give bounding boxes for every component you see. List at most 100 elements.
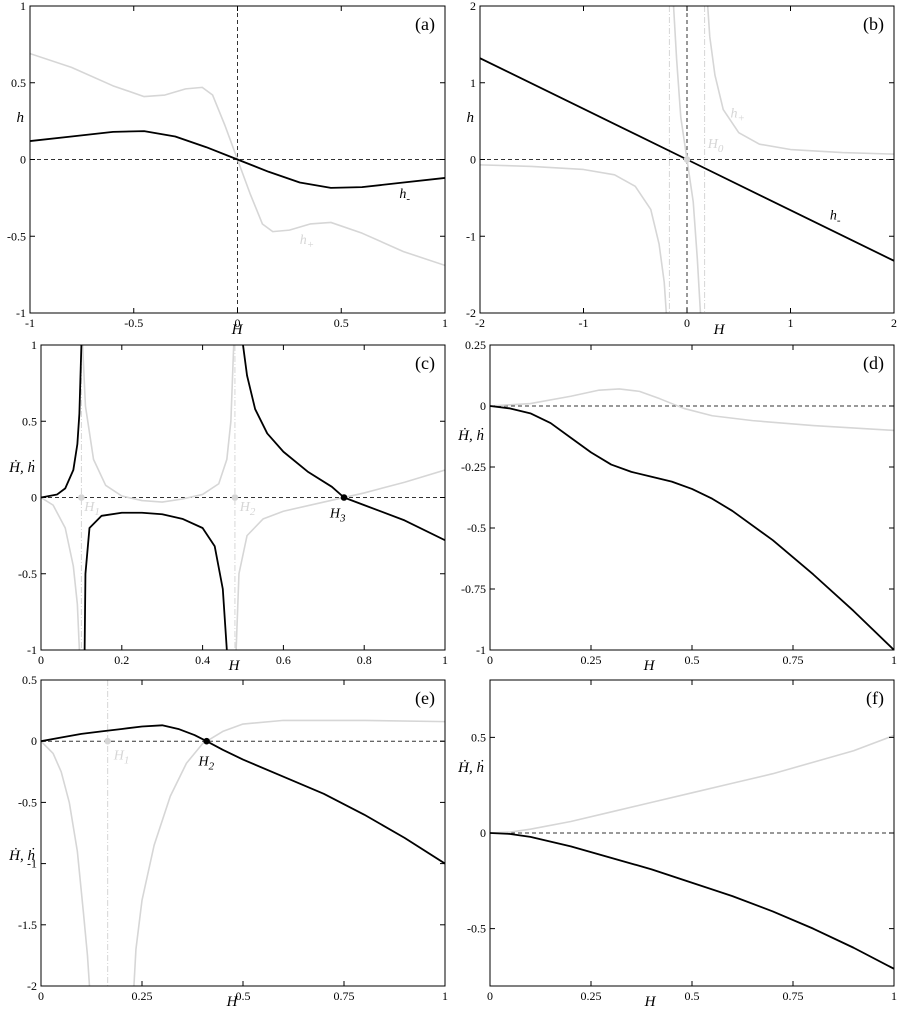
x-tick-label: 0 xyxy=(684,316,690,330)
x-tick-label: 0.6 xyxy=(276,653,291,667)
curve-label: h+ xyxy=(730,106,744,124)
y-tick-label: -1 xyxy=(27,857,37,871)
annotation-label: H2 xyxy=(198,755,215,773)
series-line xyxy=(706,6,894,155)
annotation-label: H1 xyxy=(113,749,130,767)
y-tick-label: 0 xyxy=(20,153,26,167)
y-axis-title: Ḣ, ḣ xyxy=(457,428,484,444)
y-tick-label: 0 xyxy=(470,153,476,167)
y-tick-label: -2 xyxy=(27,979,37,993)
annotation-label: H1 xyxy=(83,500,100,518)
y-tick-label: 1 xyxy=(20,0,26,13)
y-tick-label: -1 xyxy=(16,306,26,320)
annotation-label: H0 xyxy=(707,137,724,155)
y-tick-label: 1 xyxy=(470,76,476,90)
y-tick-label: -0.25 xyxy=(461,460,486,474)
panel-label: (d) xyxy=(863,353,884,374)
x-tick-label: 0.25 xyxy=(581,989,602,1003)
y-tick-label: 0 xyxy=(480,399,486,413)
x-tick-label: 1 xyxy=(891,989,897,1003)
series-line xyxy=(41,496,81,650)
x-tick-label: 0.75 xyxy=(334,989,355,1003)
panel-a: -1 -0.5 0 0.5 1 -1 -0.5 0 0.5 1 Hh (a) h-h+ xyxy=(7,0,448,338)
series-line xyxy=(490,405,894,650)
x-tick-label: 0 xyxy=(38,653,44,667)
panel-f: 0 0.25 0.5 0.75 1 -0.5 0 0.5 H Ḣ, ḣ (f) xyxy=(457,679,897,1010)
panel-label: (b) xyxy=(863,14,884,35)
series-line xyxy=(81,345,235,503)
x-tick-label: 1 xyxy=(442,653,448,667)
x-tick-label: 0.5 xyxy=(236,989,251,1003)
series-line xyxy=(235,469,445,650)
y-axis-title: Ḣ, ḣ xyxy=(8,460,35,476)
x-axis-title: H xyxy=(643,658,656,674)
x-axis-title: H xyxy=(644,994,657,1010)
y-tick-label: 0 xyxy=(31,734,37,748)
panel-label: (f) xyxy=(866,688,884,709)
x-tick-label: 1 xyxy=(788,316,794,330)
fixed-point-marker xyxy=(340,494,348,501)
y-axis-title: Ḣ, ḣ xyxy=(457,760,484,776)
x-tick-label: 0.2 xyxy=(114,653,129,667)
y-tick-label: -1.5 xyxy=(18,918,37,932)
series-line xyxy=(83,511,228,650)
curve-label: h+ xyxy=(300,233,314,251)
x-tick-label: 0 xyxy=(38,989,44,1003)
x-tick-label: 0.4 xyxy=(195,653,210,667)
panel-label: (e) xyxy=(415,688,435,709)
annotation-label: H3 xyxy=(329,506,346,524)
y-tick-label: -0.75 xyxy=(461,582,486,596)
panel-label: (a) xyxy=(415,14,435,35)
fixed-point-marker xyxy=(203,737,210,745)
y-tick-label: 1 xyxy=(31,338,37,352)
y-tick-label: 0.25 xyxy=(465,338,486,352)
y-tick-label: -0.5 xyxy=(467,922,486,936)
series-line xyxy=(490,388,894,432)
x-tick-label: -1 xyxy=(579,316,589,330)
x-tick-label: -1 xyxy=(25,316,35,330)
y-tick-label: 0 xyxy=(31,491,37,505)
x-tick-label: -2 xyxy=(475,316,485,330)
x-tick-label: 0.5 xyxy=(685,989,700,1003)
panel-c: 0 0.2 0.4 0.6 0.8 1 -1 -0.5 0 0.5 1 H Ḣ, ḣ (c) H1 H2 H3 xyxy=(8,338,448,674)
annotation-label: H2 xyxy=(239,500,256,518)
x-tick-label: 1 xyxy=(442,989,448,1003)
y-tick-label: -0.5 xyxy=(18,567,37,581)
curve-label: h- xyxy=(399,187,410,205)
y-tick-label: -2 xyxy=(466,306,476,320)
series-line xyxy=(480,164,668,313)
x-axis-title: H xyxy=(228,658,241,674)
x-tick-label: 0.5 xyxy=(334,316,349,330)
series-line xyxy=(41,740,91,986)
y-tick-label: -0.5 xyxy=(7,229,26,243)
x-tick-label: 0.25 xyxy=(581,653,602,667)
panel-d: 0 0.25 0.5 0.75 1 -1 -0.75 -0.5 -0.25 0 0.25 H Ḣ, ḣ (… xyxy=(457,338,897,674)
y-tick-label: -1 xyxy=(27,643,37,657)
y-tick-label: -1 xyxy=(476,643,486,657)
series-line xyxy=(30,130,445,189)
y-tick-label: -1 xyxy=(466,229,476,243)
y-tick-label: 0.5 xyxy=(22,414,37,428)
y-axis-title: h xyxy=(17,110,25,126)
fixed-point-marker xyxy=(231,494,239,501)
y-tick-label: 0.5 xyxy=(11,76,26,90)
x-tick-label: 2 xyxy=(891,316,897,330)
y-axis-title: h xyxy=(467,110,475,126)
curve-label: h- xyxy=(830,208,841,226)
x-tick-label: 0.75 xyxy=(783,989,804,1003)
series-line xyxy=(490,832,894,970)
fixed-point-marker xyxy=(683,156,691,163)
series-line xyxy=(41,724,445,865)
fixed-point-marker xyxy=(104,737,111,745)
x-tick-label: -0.5 xyxy=(124,316,143,330)
y-tick-label: -0.5 xyxy=(467,521,486,535)
x-tick-label: 1 xyxy=(442,316,448,330)
x-axis-title: H xyxy=(713,322,726,338)
x-axis-title: H xyxy=(231,322,244,338)
x-tick-label: 0 xyxy=(487,989,493,1003)
x-tick-label: 0 xyxy=(487,653,493,667)
panel-label: (c) xyxy=(415,353,435,374)
x-axis-title: H xyxy=(226,994,239,1010)
